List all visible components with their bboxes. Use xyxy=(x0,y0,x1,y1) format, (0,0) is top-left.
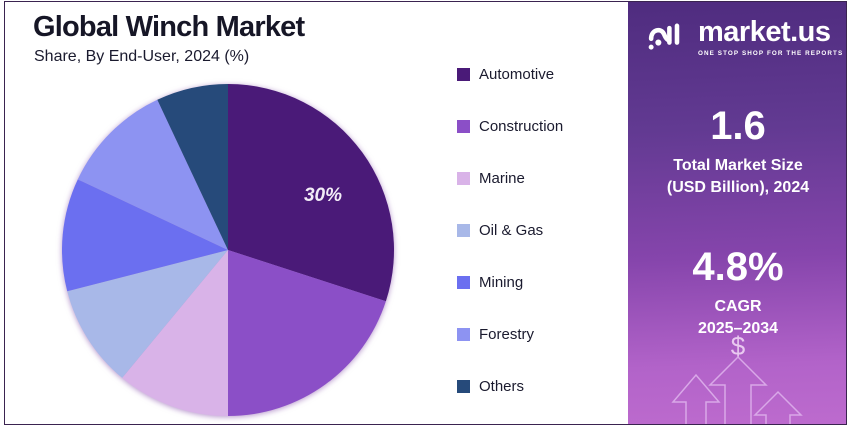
svg-text:30%: 30% xyxy=(304,185,342,206)
